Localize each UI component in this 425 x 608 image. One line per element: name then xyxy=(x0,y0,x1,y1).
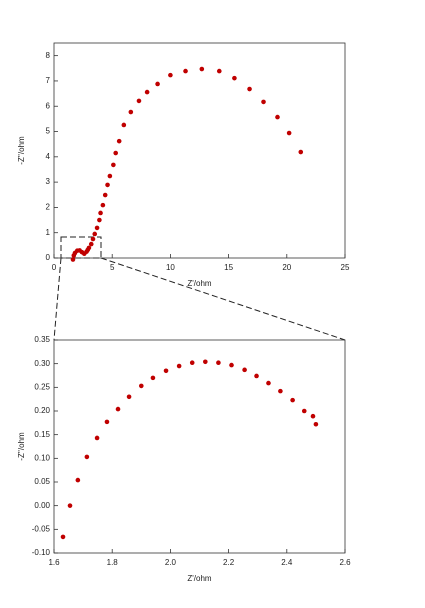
data-point xyxy=(176,363,182,369)
data-point xyxy=(92,231,98,237)
x-tick-label: 2.0 xyxy=(165,558,177,567)
data-point xyxy=(98,210,103,216)
y-tick-label: 1 xyxy=(46,228,51,237)
data-point xyxy=(105,182,110,188)
x-axis-label: Z'/ohm xyxy=(187,279,212,288)
y-tick-label: 0.30 xyxy=(34,359,50,368)
x-tick-label: 0 xyxy=(52,263,57,272)
y-tick-label: 4 xyxy=(46,152,51,161)
data-point xyxy=(67,503,73,508)
data-point xyxy=(298,149,304,155)
data-point xyxy=(266,380,271,386)
y-tick-label: -0.05 xyxy=(32,524,51,533)
y-tick-label: 8 xyxy=(46,51,51,60)
data-point xyxy=(247,86,252,92)
data-point xyxy=(150,375,156,381)
data-point xyxy=(100,202,106,208)
x-tick-label: 1.8 xyxy=(107,558,119,567)
x-tick-label: 2.4 xyxy=(281,558,293,567)
data-point xyxy=(126,394,132,400)
data-point xyxy=(155,81,160,87)
data-point xyxy=(199,66,205,72)
y-tick-label: 0.00 xyxy=(34,501,50,510)
y-tick-label: 0 xyxy=(46,253,51,262)
data-point xyxy=(86,245,92,251)
y-tick-label: 6 xyxy=(46,101,51,110)
data-point xyxy=(60,534,66,540)
data-point xyxy=(313,421,319,427)
data-point xyxy=(115,406,121,412)
y-tick-label: 2 xyxy=(46,203,51,212)
data-point xyxy=(254,373,259,379)
data-point xyxy=(107,173,113,179)
data-point xyxy=(84,454,90,460)
data-point xyxy=(163,368,169,374)
data-point xyxy=(183,68,188,74)
data-point xyxy=(310,413,316,419)
plot-frame xyxy=(53,339,346,554)
data-point xyxy=(261,99,266,105)
y-tick-label: 3 xyxy=(46,177,51,186)
x-tick-label: 10 xyxy=(166,263,175,272)
y-tick-label: 0.10 xyxy=(34,453,50,462)
data-point xyxy=(286,130,292,136)
data-point xyxy=(128,109,134,115)
x-tick-label: 25 xyxy=(341,263,350,272)
x-tick-label: 5 xyxy=(110,263,115,272)
y-axis-label: -Z''/ohm xyxy=(17,432,26,461)
data-point xyxy=(70,257,76,262)
x-axis-label: Z'/ohm xyxy=(187,574,212,583)
data-point xyxy=(90,236,96,242)
y-tick-label: -0.10 xyxy=(32,548,51,557)
data-point xyxy=(104,419,110,425)
zoom-connector xyxy=(100,257,346,341)
data-point xyxy=(121,122,127,128)
x-tick-label: 2.6 xyxy=(339,558,351,567)
data-point xyxy=(203,359,208,365)
data-point xyxy=(97,217,102,223)
y-tick-label: 0.35 xyxy=(34,335,50,344)
data-point xyxy=(139,383,144,389)
data-point xyxy=(275,114,280,120)
x-tick-label: 2.2 xyxy=(223,558,235,567)
data-point xyxy=(301,408,307,414)
data-point xyxy=(189,360,195,366)
data-point xyxy=(116,138,122,144)
x-tick-label: 20 xyxy=(282,263,291,272)
y-axis-label: -Z''/ohm xyxy=(17,136,26,165)
data-point xyxy=(94,225,100,231)
data-point xyxy=(111,162,116,168)
data-point xyxy=(113,150,118,156)
x-tick-label: 1.6 xyxy=(48,558,60,567)
data-point xyxy=(136,98,142,104)
y-tick-label: 0.05 xyxy=(34,477,50,486)
data-point xyxy=(88,241,94,247)
data-point xyxy=(94,435,100,441)
x-tick-label: 15 xyxy=(224,263,233,272)
zoom-connector xyxy=(53,257,62,341)
data-point xyxy=(232,75,237,81)
data-point xyxy=(216,360,221,366)
data-point xyxy=(102,192,108,198)
data-point xyxy=(229,362,234,368)
y-tick-label: 0.20 xyxy=(34,406,50,415)
data-point xyxy=(242,367,247,373)
data-point xyxy=(216,68,222,74)
data-point xyxy=(290,397,295,403)
y-tick-label: 0.25 xyxy=(34,382,50,391)
plot-frame xyxy=(53,42,346,259)
y-tick-label: 7 xyxy=(46,76,51,85)
y-tick-label: 5 xyxy=(46,127,51,136)
data-point xyxy=(144,89,150,95)
y-tick-label: 0.15 xyxy=(34,430,50,439)
data-point xyxy=(168,72,173,78)
data-point xyxy=(278,388,283,394)
data-point xyxy=(75,477,81,483)
